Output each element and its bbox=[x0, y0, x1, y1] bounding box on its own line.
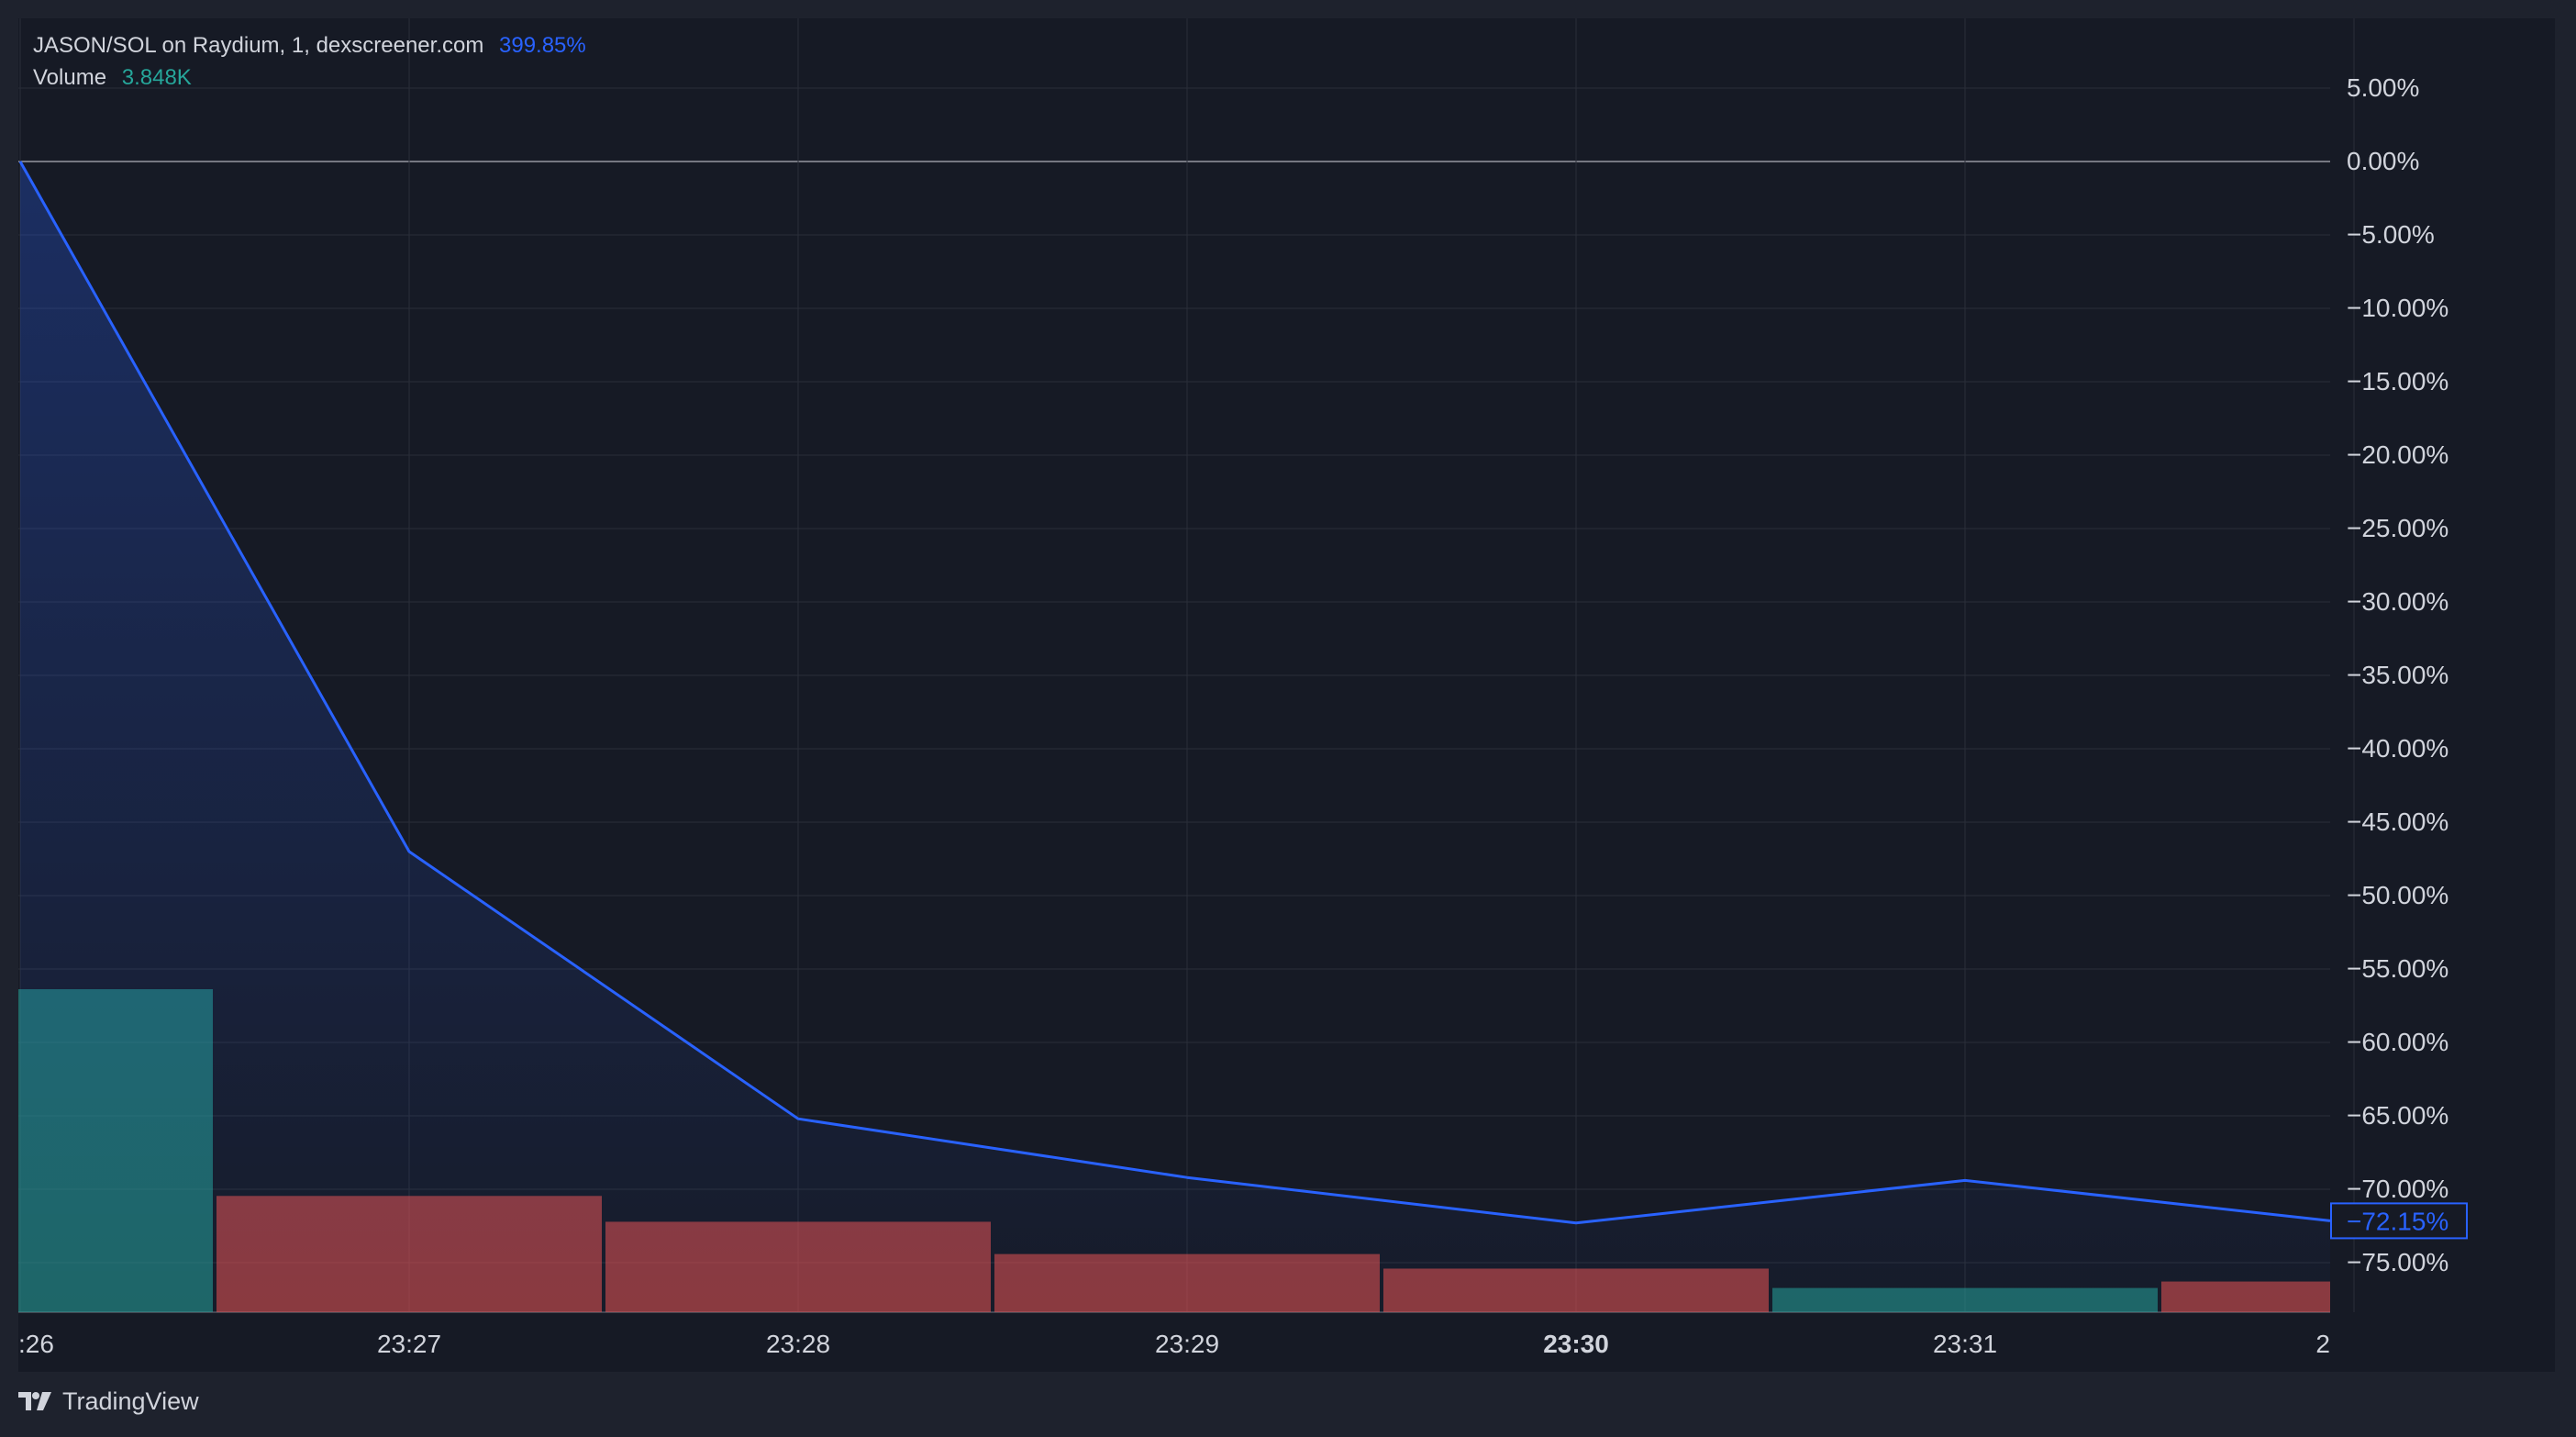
price-area bbox=[20, 162, 2330, 1312]
tradingview-logo-icon bbox=[18, 1391, 51, 1410]
y-tick-label: −45.00% bbox=[2347, 808, 2448, 836]
legend-volume-row: Volume 3.848K bbox=[33, 65, 201, 91]
x-tick-label: 23:27 bbox=[377, 1330, 441, 1358]
grid bbox=[18, 18, 2355, 1313]
y-tick-label: −75.00% bbox=[2347, 1248, 2448, 1276]
y-tick-label: −15.00% bbox=[2347, 367, 2448, 395]
y-tick-label: 0.00% bbox=[2347, 147, 2419, 175]
y-tick-label: −55.00% bbox=[2347, 954, 2448, 983]
y-tick-label: −25.00% bbox=[2347, 514, 2448, 542]
x-tick-label: 23:29 bbox=[1155, 1330, 1219, 1358]
y-tick-label: −35.00% bbox=[2347, 661, 2448, 689]
y-tick-label: −5.00% bbox=[2347, 220, 2435, 249]
x-tick-label: 23:30 bbox=[1543, 1330, 1609, 1358]
y-tick-label: −60.00% bbox=[2347, 1028, 2448, 1056]
price-area-fill bbox=[20, 162, 2330, 1312]
x-tick-label: 23:28 bbox=[766, 1330, 830, 1358]
x-tick-label: :26 bbox=[18, 1330, 54, 1358]
y-tick-label: −10.00% bbox=[2347, 294, 2448, 322]
legend-change: 399.85% bbox=[499, 33, 586, 58]
last-value-label: −72.15% bbox=[2330, 1202, 2468, 1240]
legend-title-row: JASON/SOL on Raydium, 1, dexscreener.com… bbox=[33, 33, 595, 59]
y-tick-label: 5.00% bbox=[2347, 73, 2419, 102]
y-tick-label: −70.00% bbox=[2347, 1175, 2448, 1203]
last-value-text: −72.15% bbox=[2347, 1207, 2448, 1235]
legend-volume-value: 3.848K bbox=[121, 65, 192, 90]
x-tick-label: 2 bbox=[2315, 1330, 2330, 1358]
tradingview-brand[interactable]: TradingView bbox=[18, 1387, 199, 1416]
x-axis: :26 23:27 23:28 23:29 23:30 23:31 2 bbox=[18, 1330, 2330, 1358]
x-tick-label: 23:31 bbox=[1933, 1330, 1997, 1358]
legend-volume-label: Volume bbox=[33, 65, 107, 90]
y-tick-label: −50.00% bbox=[2347, 881, 2448, 909]
y-tick-label: −65.00% bbox=[2347, 1101, 2448, 1130]
y-tick-label: −40.00% bbox=[2347, 734, 2448, 763]
y-axis: 5.00% 0.00% −5.00% −10.00% −15.00% −20.00% −25… bbox=[2347, 73, 2448, 1276]
last-value-box bbox=[2330, 1202, 2468, 1240]
brand-name: TradingView bbox=[62, 1387, 199, 1415]
y-tick-label: −30.00% bbox=[2347, 587, 2448, 616]
y-tick-label: −20.00% bbox=[2347, 440, 2448, 469]
legend-title: JASON/SOL on Raydium, 1, dexscreener.com bbox=[33, 33, 484, 58]
